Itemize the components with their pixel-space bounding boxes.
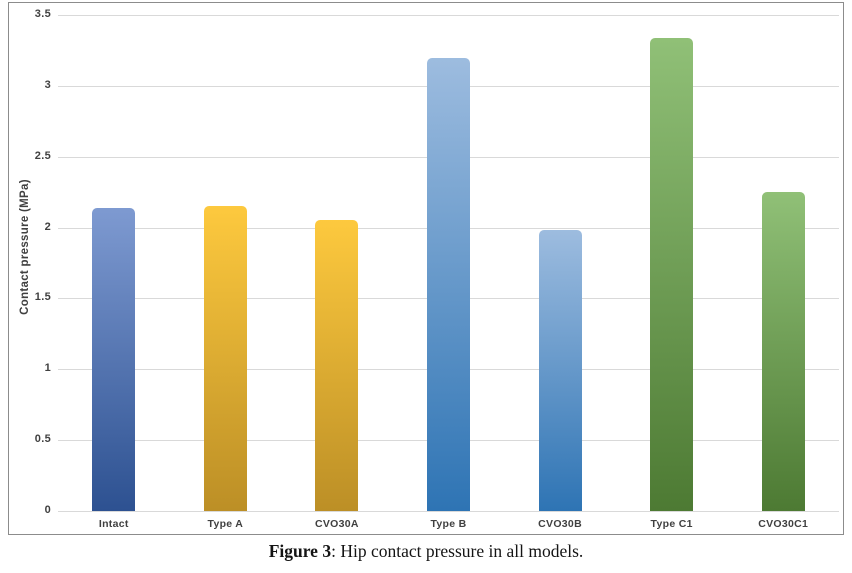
y-tick-label: 3.5 [34, 8, 51, 20]
y-tick-label: 1.5 [34, 291, 51, 304]
x-tick-label: CVO30C1 [758, 518, 809, 530]
y-tick-label: 0.5 [34, 433, 51, 446]
figure-caption-text: : Hip contact pressure in all models. [331, 541, 584, 561]
plot-area: 0 0.5 1 1.5 2 2.5 3 3.5 Intact Type A CVO30A Type B… [9, 3, 843, 534]
bar-cvo30a [315, 220, 359, 511]
gridline [58, 15, 839, 16]
gridline [58, 511, 839, 512]
y-tick-label: 2.5 [34, 149, 51, 162]
x-tick-label: Type A [207, 518, 244, 530]
bar-chart: 0 0.5 1 1.5 2 2.5 3 3.5 Intact Type A CVO30A Type B… [8, 2, 844, 535]
y-tick-label: 3 [44, 78, 51, 91]
y-tick-label: 1 [44, 362, 51, 375]
bar-type-a [203, 206, 247, 511]
bar-cvo30b [538, 230, 582, 511]
y-tick-label: 0 [44, 504, 51, 516]
bar-type-c1 [650, 37, 694, 511]
y-axis-title: Contact pressure (MPa) [19, 179, 31, 315]
figure-caption-label: Figure 3 [268, 541, 332, 561]
x-tick-label: CVO30B [538, 518, 582, 530]
bar-cvo30c1 [761, 192, 805, 511]
x-tick-label: CVO30A [315, 518, 359, 530]
figure-caption: Figure 3: Hip contact pressure in all mo… [0, 541, 852, 562]
x-tick-label: Type B [430, 518, 467, 530]
x-tick-label: Type C1 [650, 518, 693, 530]
y-tick-label: 2 [44, 220, 51, 233]
bar-type-b [427, 57, 470, 511]
x-tick-label: Intact [98, 518, 129, 530]
bar-intact [92, 207, 136, 511]
